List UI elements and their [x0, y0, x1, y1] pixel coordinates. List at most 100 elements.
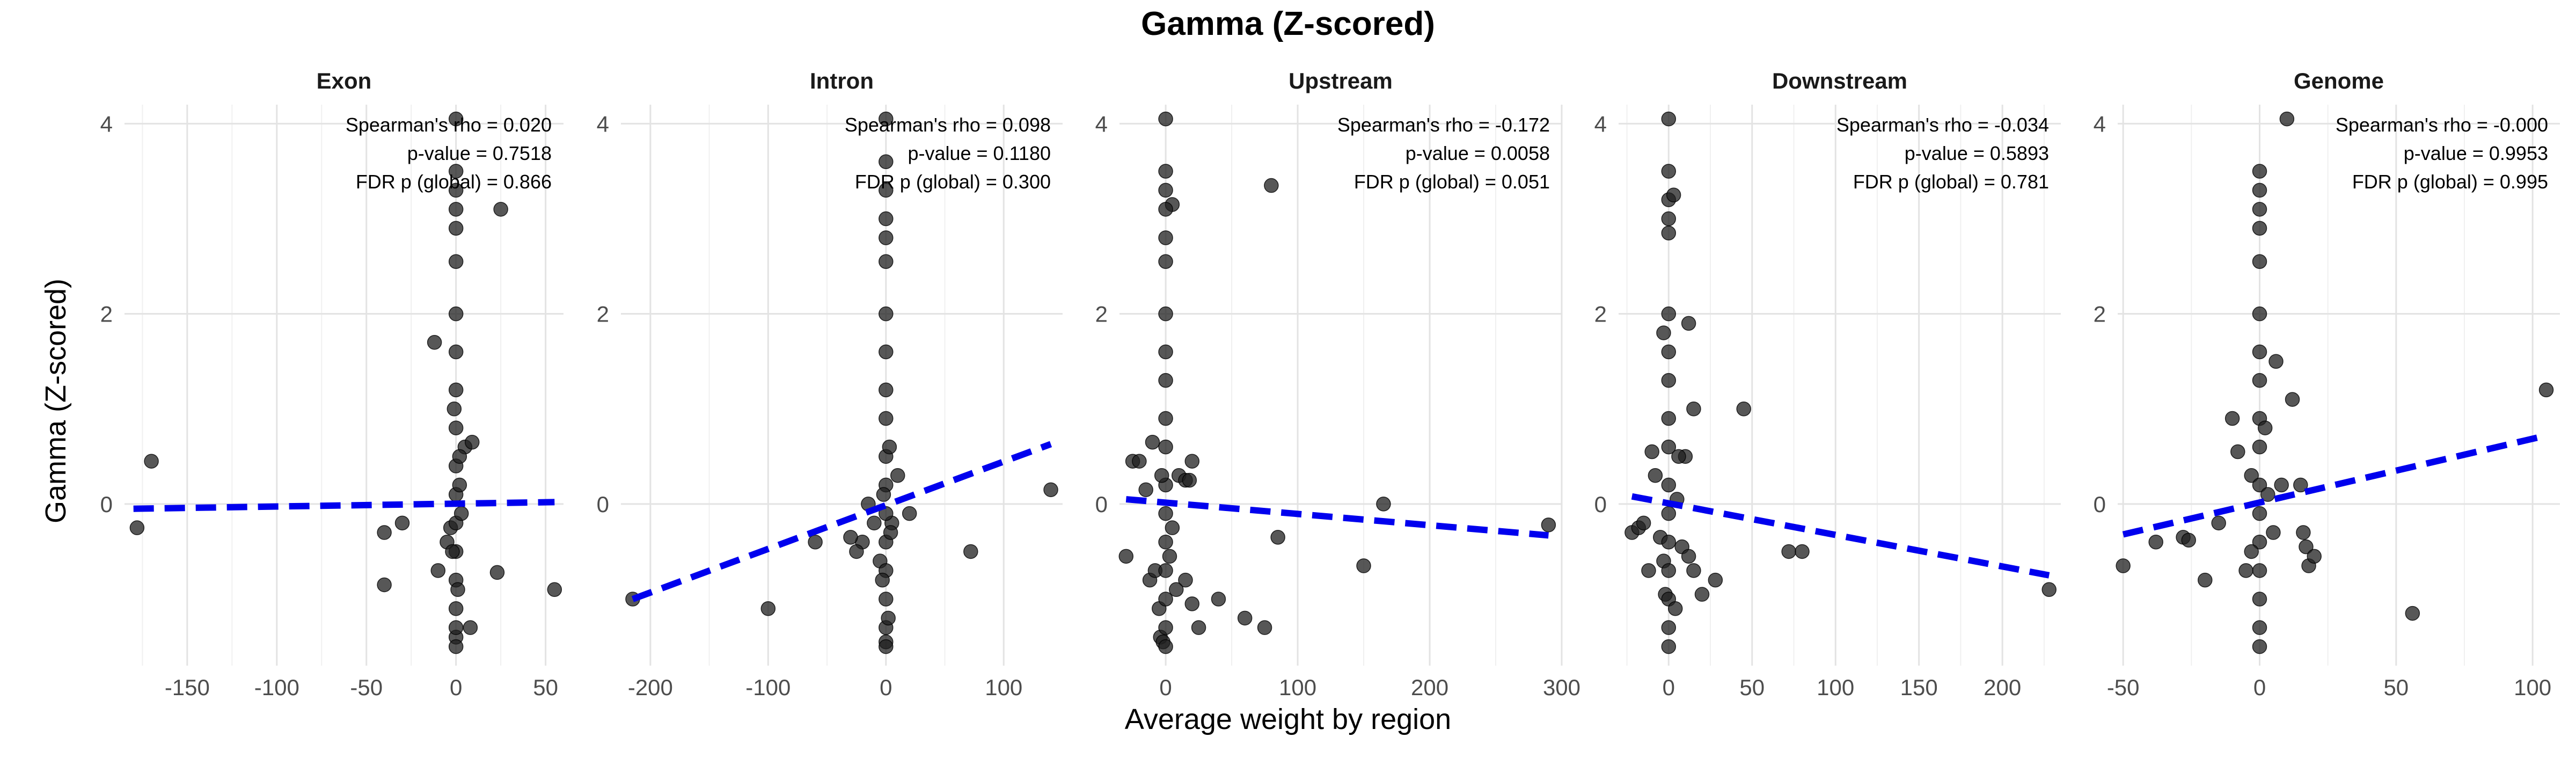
data-point	[448, 254, 464, 269]
data-point	[1138, 482, 1153, 498]
stat-annotation: FDR p (global) = 0.300	[855, 171, 1051, 193]
data-point	[1145, 435, 1160, 450]
data-point	[2252, 183, 2267, 198]
facet-upstream: 0 100 200 300 0 2 4 Upstream Spearman's rho = -0…	[1095, 68, 1580, 700]
data-point	[1681, 316, 1696, 331]
data-point	[2041, 582, 2057, 597]
data-point	[2274, 477, 2289, 493]
data-point	[427, 335, 442, 350]
y-tick-label: 2	[1095, 302, 1108, 327]
data-point	[879, 230, 894, 245]
data-point	[1661, 563, 1677, 578]
data-point	[1162, 549, 1177, 564]
data-point	[129, 520, 145, 535]
data-point	[1182, 472, 1197, 488]
data-point	[2252, 620, 2267, 635]
data-point	[1661, 477, 1677, 493]
y-tick-label: 0	[100, 492, 113, 517]
x-tick-label: 150	[1900, 675, 1938, 700]
data-point	[879, 154, 894, 170]
data-point	[1169, 582, 1184, 597]
data-point	[2538, 382, 2554, 398]
x-tick-label: -150	[165, 675, 210, 700]
data-point	[144, 454, 159, 469]
data-point	[1681, 549, 1696, 564]
stat-annotation: p-value = 0.7518	[407, 142, 552, 164]
data-point	[1636, 515, 1651, 531]
y-tick-label: 4	[2094, 111, 2106, 136]
x-tick-label: 0	[880, 675, 892, 700]
data-point	[1158, 373, 1173, 388]
data-point	[879, 344, 894, 360]
stat-annotation: Spearman's rho = -0.172	[1337, 114, 1550, 136]
data-point	[1686, 563, 1701, 578]
data-point	[1661, 534, 1677, 550]
data-point	[2307, 549, 2322, 564]
data-point	[1656, 325, 1671, 340]
y-tick-label: 0	[2094, 492, 2106, 517]
data-point	[1184, 596, 1200, 611]
data-point	[453, 506, 469, 521]
y-tick-label: 2	[597, 302, 609, 327]
data-point	[879, 254, 894, 269]
data-point	[879, 639, 894, 654]
data-point	[1158, 439, 1173, 455]
data-point	[867, 515, 882, 531]
y-tick-label: 2	[100, 302, 113, 327]
data-point	[448, 344, 464, 360]
x-tick-label: 100	[1817, 675, 1854, 700]
data-point	[2148, 534, 2163, 550]
data-point	[2266, 525, 2281, 540]
data-point	[1184, 454, 1200, 469]
data-point	[2244, 468, 2259, 483]
data-point	[2211, 515, 2226, 531]
data-point	[1644, 444, 1659, 460]
facet-strip-label: Genome	[2294, 68, 2384, 93]
data-point	[1648, 468, 1663, 483]
data-point	[2405, 606, 2420, 621]
stat-annotation: FDR p (global) = 0.866	[356, 171, 552, 193]
data-point	[445, 544, 460, 559]
data-point	[2230, 444, 2245, 460]
data-point	[1708, 572, 1723, 588]
data-point	[1376, 497, 1391, 512]
data-point	[2285, 392, 2300, 407]
data-point	[2181, 533, 2196, 548]
data-point	[448, 183, 464, 198]
data-point	[2279, 111, 2295, 127]
x-tick-label: -100	[745, 675, 791, 700]
data-point	[1158, 411, 1173, 426]
data-point	[448, 420, 464, 435]
x-tick-label: 200	[1411, 675, 1448, 700]
data-point	[447, 402, 462, 417]
data-point	[1661, 506, 1677, 521]
facet-exon: -150 -100 -50 0 50 0 2 4 Exon Spearman's rho = 0.…	[100, 68, 564, 700]
data-point	[1661, 439, 1677, 455]
data-point	[2252, 254, 2267, 269]
data-point	[879, 306, 894, 322]
data-point	[1132, 454, 1147, 469]
data-point	[843, 530, 858, 545]
data-point	[879, 592, 894, 607]
data-point	[448, 306, 464, 322]
stat-annotation: Spearman's rho = -0.000	[2336, 114, 2548, 136]
y-tick-label: 4	[597, 111, 609, 136]
data-point	[450, 582, 465, 597]
data-point	[1158, 306, 1173, 322]
data-point	[1158, 563, 1173, 578]
facet-genome: -50 0 50 100 0 2 4 Genome Spearman's rho = -0.00…	[2094, 68, 2560, 700]
data-point	[2116, 558, 2131, 573]
data-point	[1211, 592, 1226, 607]
y-tick-label: 0	[1095, 492, 1108, 517]
data-point	[1661, 620, 1677, 635]
data-point	[448, 382, 464, 398]
data-point	[1158, 254, 1173, 269]
data-point	[1686, 402, 1701, 417]
facet-downstream: 0 50 100 150 200 0 2 4 Downstream Spearman's rho …	[1594, 68, 2061, 700]
x-tick-label: 50	[533, 675, 558, 700]
data-point	[1178, 572, 1193, 588]
x-tick-label: 100	[2514, 675, 2551, 700]
data-point	[2293, 477, 2308, 493]
